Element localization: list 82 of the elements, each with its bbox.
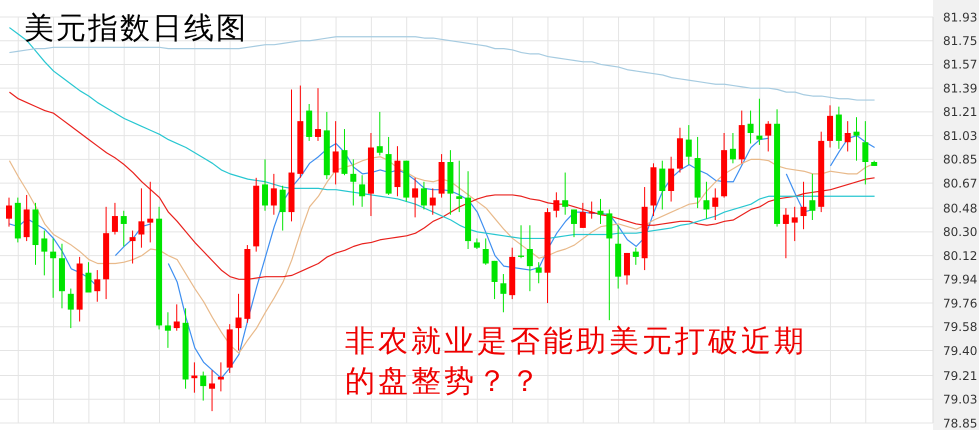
- candlestick: [68, 288, 74, 329]
- candlestick: [553, 192, 560, 218]
- candlestick: [748, 110, 754, 144]
- y-tick-label: 79.03: [943, 392, 978, 407]
- candlestick: [492, 260, 498, 300]
- candlestick: [376, 111, 383, 156]
- y-tick-label: 80.85: [943, 152, 978, 167]
- candlestick: [844, 120, 851, 152]
- candlestick: [712, 188, 718, 220]
- candlestick: [580, 202, 586, 228]
- candlestick: [120, 210, 127, 247]
- candlestick: [518, 224, 524, 259]
- candlestick: [703, 181, 710, 220]
- candlestick: [500, 274, 506, 313]
- y-tick-label: 79.40: [943, 344, 978, 358]
- candlestick: [262, 158, 268, 212]
- candlestick: [6, 197, 12, 228]
- chart-title: 美元指数日线图: [24, 10, 248, 48]
- candlestick: [112, 202, 118, 235]
- y-tick-label: 81.75: [943, 34, 978, 48]
- candlestick: [756, 98, 762, 146]
- y-tick-label: 80.67: [943, 176, 978, 190]
- candlestick: [588, 201, 595, 220]
- candlestick: [147, 181, 154, 243]
- candlestick: [85, 262, 92, 293]
- candlestick: [536, 262, 542, 284]
- y-tick-label: 78.85: [943, 416, 978, 430]
- candlestick: [782, 208, 789, 259]
- candlestick: [200, 371, 206, 402]
- candlestick: [571, 208, 578, 238]
- candlestick: [359, 174, 366, 208]
- candlestick: [332, 120, 339, 185]
- candlestick: [420, 181, 427, 210]
- y-tick-label: 81.21: [943, 105, 978, 120]
- candlestick: [686, 124, 692, 166]
- candlestick: [270, 173, 277, 216]
- candlestick: [482, 238, 489, 266]
- candlestick: [341, 128, 348, 176]
- candlestick: [668, 156, 674, 202]
- y-tick-label: 80.48: [943, 201, 978, 216]
- candlestick: [314, 88, 321, 142]
- candlestick: [474, 238, 480, 250]
- candlestick: [164, 312, 171, 348]
- candlestick: [730, 132, 736, 164]
- candlestick: [809, 173, 816, 220]
- y-tick-label: 81.57: [943, 58, 978, 72]
- y-tick-label: 81.03: [943, 128, 978, 143]
- candlestick: [138, 188, 144, 248]
- candlestick: [765, 120, 772, 152]
- candlestick: [236, 293, 242, 351]
- y-tick-label: 79.76: [943, 296, 978, 310]
- candlestick: [792, 206, 798, 242]
- y-tick-label: 81.39: [943, 81, 978, 96]
- candlestick: [174, 304, 180, 332]
- candlestick: [350, 158, 356, 206]
- y-tick-label: 79.21: [943, 368, 978, 383]
- candlestick: [659, 160, 666, 210]
- line-series: [8, 92, 876, 280]
- candlestick: [854, 116, 860, 162]
- candlestick: [41, 230, 48, 276]
- candlestick: [412, 177, 418, 218]
- candlestick: [632, 247, 639, 266]
- candlestick: [456, 160, 462, 213]
- y-tick-label: 81.93: [943, 10, 978, 24]
- candlestick: [50, 238, 56, 298]
- candlestick: [526, 224, 533, 292]
- y-tick-label: 79.94: [943, 272, 978, 287]
- candlestick: [862, 120, 868, 185]
- candlestick: [209, 370, 216, 412]
- y-tick-label: 80.30: [943, 225, 978, 240]
- y-tick-label: 79.58: [943, 320, 978, 334]
- candlestick: [430, 188, 436, 216]
- candlestick: [191, 362, 198, 394]
- candlestick: [562, 172, 568, 216]
- candlestick: [800, 181, 807, 230]
- candlestick: [218, 362, 224, 392]
- candlestick: [94, 270, 100, 302]
- candlestick: [624, 252, 630, 286]
- y-tick-label: 80.12: [943, 248, 978, 263]
- annotation: 非农就业是否能助美元打破近期的盘整势？？: [345, 323, 808, 401]
- candlestick: [280, 185, 286, 232]
- candlestick: [130, 230, 136, 264]
